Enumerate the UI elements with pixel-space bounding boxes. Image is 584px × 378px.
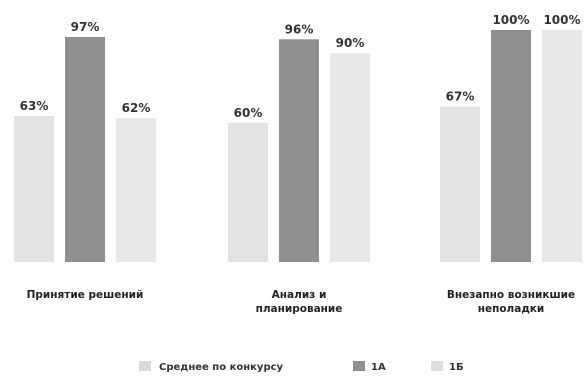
- legend-marker-1: [139, 361, 151, 371]
- category-label-2-line-2: планирование: [256, 303, 343, 315]
- value-label-1-2: 97%: [71, 20, 100, 34]
- bar-1-3: [116, 118, 156, 262]
- value-label-1-1: 63%: [20, 99, 49, 113]
- value-labels-layer: 63% 97% 62% 60% 96% 90% 67% 100% 100%: [20, 13, 581, 120]
- bar-1-2: [65, 36, 105, 263]
- bar-3-1: [440, 106, 480, 262]
- legend-label-3: 1Б: [449, 362, 464, 373]
- legend-label-2: 1А: [371, 362, 386, 373]
- category-labels-layer: Принятие решений Анализ и планирование Внез…: [27, 289, 576, 315]
- value-label-2-3: 90%: [336, 36, 365, 50]
- bar-3-2: [491, 30, 531, 262]
- bar-2-2: [279, 39, 319, 262]
- value-label-1-3: 62%: [122, 101, 151, 115]
- value-label-3-2: 100%: [492, 13, 529, 27]
- category-label-2-line-1: Анализ и: [272, 289, 327, 301]
- value-label-2-2: 96%: [285, 22, 314, 36]
- value-label-3-3: 100%: [543, 13, 580, 27]
- value-label-2-1: 60%: [234, 106, 263, 120]
- bars-layer: [14, 30, 582, 263]
- category-label-1-line-1: Принятие решений: [27, 289, 144, 301]
- bar-2-1: [228, 122, 268, 262]
- value-label-3-1: 67%: [446, 90, 475, 104]
- legend-marker-3: [431, 361, 443, 371]
- category-label-3-line-1: Внезапно возникшие: [447, 289, 575, 301]
- bar-3-3: [542, 30, 582, 262]
- legend-marker-2: [353, 361, 365, 371]
- category-label-3-line-2: неполадки: [478, 303, 545, 315]
- chart-legend: Среднее по конкурсу 1А 1Б: [139, 361, 464, 373]
- legend-label-1: Среднее по конкурсу: [159, 362, 284, 373]
- bar-1-1: [14, 115, 54, 262]
- bar-2-3: [330, 53, 370, 263]
